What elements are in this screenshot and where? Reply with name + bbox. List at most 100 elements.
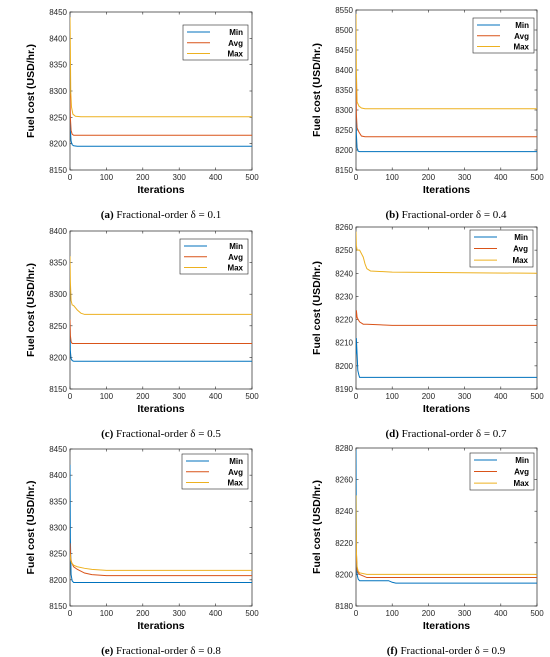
legend: Min Avg Max	[469, 452, 535, 491]
series-line-max	[356, 231, 537, 274]
x-tick-label: 100	[386, 609, 400, 618]
caption-text: Fractional-order δ = 0.7	[399, 428, 507, 440]
x-tick-label: 200	[136, 392, 150, 401]
x-tick-label: 100	[386, 173, 400, 182]
series-line-max	[70, 256, 252, 315]
caption-letter: (e)	[101, 645, 114, 657]
legend: Min Avg Max	[469, 229, 534, 268]
series-line-min	[356, 338, 537, 378]
y-tick-label: 8450	[49, 8, 67, 17]
caption-text: Fractional-order δ = 0.5	[113, 428, 221, 440]
x-tick-label: 300	[458, 609, 472, 618]
y-tick-label: 8150	[49, 602, 67, 611]
caption-letter: (b)	[385, 209, 399, 221]
x-tick-label: 100	[100, 173, 114, 182]
legend-label-avg: Avg	[228, 253, 243, 262]
y-tick-label: 8400	[335, 66, 353, 75]
x-tick-label: 400	[209, 392, 223, 401]
legend: Min Avg Max	[472, 17, 535, 54]
y-axis-title: Fuel cost (USD/hr.)	[311, 480, 323, 574]
x-tick-label: 200	[136, 609, 150, 618]
y-tick-label: 8190	[335, 385, 353, 394]
panel-caption: (a) Fractional-order δ = 0.1	[101, 209, 221, 221]
y-tick-label: 8500	[335, 26, 353, 35]
x-tick-label: 500	[530, 609, 544, 618]
caption-letter: (f)	[387, 645, 398, 657]
legend-label-avg: Avg	[513, 245, 528, 254]
legend-label-max: Max	[227, 50, 243, 59]
x-tick-label: 500	[245, 392, 259, 401]
x-tick-label: 300	[458, 392, 472, 401]
legend-label-max: Max	[513, 43, 529, 52]
y-tick-label: 8220	[335, 316, 353, 325]
panel-caption: (c) Fractional-order δ = 0.5	[101, 428, 221, 440]
y-tick-label: 8300	[49, 290, 67, 299]
chart-panel-f: 0 100 200 300 400 500 8180 8200 8220 8240 8260 8280…	[311, 444, 544, 657]
y-tick-label: 8350	[335, 86, 353, 95]
series-line-min	[70, 322, 252, 362]
panel-caption: (f) Fractional-order δ = 0.9	[387, 645, 506, 657]
y-tick-label: 8200	[335, 362, 353, 371]
y-tick-label: 8180	[335, 602, 353, 611]
x-tick-label: 500	[530, 392, 544, 401]
series-line-max	[356, 13, 537, 110]
series-line-avg	[356, 69, 537, 138]
y-tick-label: 8200	[335, 146, 353, 155]
y-tick-label: 8150	[49, 166, 67, 175]
y-tick-label: 8350	[49, 61, 67, 70]
y-tick-label: 8200	[49, 576, 67, 585]
x-tick-label: 300	[458, 173, 472, 182]
legend-label-avg: Avg	[514, 468, 529, 477]
chart-panel-e: 0 100 200 300 400 500 8150 8200 8250 8300 8350 8400…	[25, 445, 259, 657]
x-tick-label: 200	[422, 173, 436, 182]
legend-label-min: Min	[515, 21, 529, 30]
series-line-avg	[356, 310, 537, 326]
x-tick-label: 0	[354, 173, 359, 182]
series-line-max	[356, 495, 537, 575]
y-tick-label: 8280	[335, 444, 353, 453]
y-tick-label: 8200	[49, 140, 67, 149]
legend: Min Avg Max	[179, 238, 249, 275]
y-axis-title: Fuel cost (USD/hr.)	[25, 481, 37, 575]
x-axis-title: Iterations	[137, 620, 184, 632]
y-tick-label: 8200	[335, 570, 353, 579]
legend-label-min: Min	[515, 456, 529, 465]
y-tick-label: 8220	[335, 539, 353, 548]
x-tick-label: 0	[68, 392, 73, 401]
y-tick-label: 8300	[49, 87, 67, 96]
y-tick-label: 8350	[49, 497, 67, 506]
series-line-min	[70, 111, 252, 147]
y-axis-title: Fuel cost (USD/hr.)	[311, 43, 323, 137]
y-tick-label: 8260	[335, 476, 353, 485]
x-tick-label: 500	[245, 609, 259, 618]
y-tick-label: 8400	[49, 227, 67, 236]
caption-text: Fractional-order δ = 0.4	[399, 209, 507, 221]
y-tick-label: 8400	[49, 471, 67, 480]
x-tick-label: 500	[245, 173, 259, 182]
x-tick-label: 200	[422, 609, 436, 618]
x-tick-label: 300	[173, 609, 187, 618]
x-axis-title: Iterations	[423, 620, 470, 632]
y-tick-label: 8250	[49, 550, 67, 559]
y-tick-label: 8250	[49, 322, 67, 331]
y-tick-label: 8240	[335, 507, 353, 516]
x-tick-label: 0	[68, 173, 73, 182]
x-tick-label: 100	[386, 392, 400, 401]
y-axis-title: Fuel cost (USD/hr.)	[25, 44, 37, 138]
chart-panel-c: 0 100 200 300 400 500 8150 8200 8250 8300 8350 8400…	[25, 227, 259, 440]
legend-label-max: Max	[512, 256, 528, 265]
series-line-max	[70, 17, 252, 118]
y-tick-label: 8250	[335, 246, 353, 255]
series-line-avg	[70, 319, 252, 344]
x-tick-label: 0	[354, 609, 359, 618]
series-line-min	[70, 464, 252, 583]
series-line-avg	[70, 93, 252, 136]
legend-label-min: Min	[229, 242, 243, 251]
caption-text: Fractional-order δ = 0.1	[114, 209, 222, 221]
panel-caption: (b) Fractional-order δ = 0.4	[385, 209, 507, 221]
y-tick-label: 8210	[335, 339, 353, 348]
legend-label-max: Max	[513, 479, 529, 488]
x-tick-label: 300	[173, 392, 187, 401]
legend-label-min: Min	[229, 28, 243, 37]
